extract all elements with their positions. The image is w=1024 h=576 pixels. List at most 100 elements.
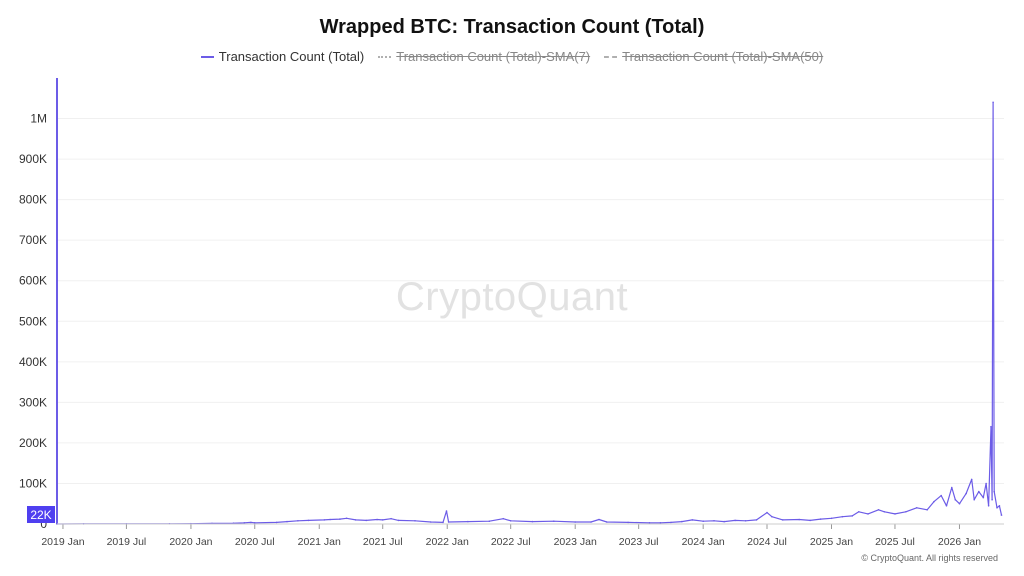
- legend-item-sma7[interactable]: Transaction Count (Total)-SMA(7): [378, 49, 590, 64]
- series-layer: [56, 101, 1003, 525]
- y-tick-label: 0: [40, 517, 47, 531]
- x-tick-label: 2019 Jan: [41, 536, 84, 548]
- data-point: [606, 521, 608, 523]
- data-point: [858, 511, 860, 513]
- watermark: CryptoQuant: [395, 275, 629, 319]
- data-point: [509, 520, 512, 522]
- data-point: [723, 520, 725, 523]
- data-point: [250, 521, 252, 524]
- data-point: [1000, 514, 1003, 516]
- data-point: [307, 519, 310, 522]
- data-point: [809, 519, 811, 522]
- x-tick-label: 2022 Jul: [491, 536, 531, 548]
- data-point: [502, 517, 505, 520]
- data-point: [659, 522, 662, 524]
- data-point: [390, 517, 392, 520]
- data-point: [982, 496, 985, 499]
- y-tick-label: 500K: [19, 314, 47, 328]
- data-point: [590, 521, 592, 523]
- data-point: [830, 517, 833, 520]
- x-tick-label: 2020 Jul: [235, 536, 275, 548]
- series-line-transaction-count: [56, 101, 1003, 525]
- data-point: [996, 507, 998, 509]
- data-point: [365, 519, 368, 522]
- data-point: [397, 519, 400, 522]
- x-tick-label: 2021 Jul: [363, 536, 403, 548]
- data-point: [905, 511, 907, 513]
- x-axis: 2019 Jan 2019 Jul 2020 Jan 2020 Jul 2021 Jan…: [41, 524, 981, 548]
- y-tick-label: 400K: [19, 355, 47, 369]
- data-point: [990, 425, 992, 428]
- legend-label: Transaction Count (Total)-SMA(50): [622, 49, 824, 64]
- y-tick-label: 100K: [19, 476, 47, 490]
- data-point: [771, 515, 773, 518]
- data-point: [430, 521, 432, 523]
- data-point: [323, 519, 326, 521]
- chart-title: Wrapped BTC: Transaction Count (Total): [319, 16, 705, 38]
- y-tick-label: 200K: [19, 436, 47, 450]
- x-tick-label: 2025 Jan: [810, 536, 853, 548]
- data-point: [488, 520, 491, 522]
- data-point: [329, 518, 331, 521]
- legend: Transaction Count (Total) Transaction Co…: [0, 49, 1024, 64]
- data-point: [992, 101, 994, 104]
- data-point: [965, 492, 967, 495]
- data-point: [339, 518, 341, 520]
- data-point: [985, 482, 987, 485]
- data-point: [681, 520, 683, 523]
- legend-swatch-dotted: [378, 55, 392, 58]
- current-value-badge: [27, 506, 55, 523]
- data-point: [951, 486, 953, 489]
- data-point: [275, 521, 278, 524]
- data-point: [627, 521, 629, 524]
- data-point: [713, 520, 715, 522]
- data-point: [766, 511, 768, 514]
- current-value-text: 22K: [30, 508, 51, 522]
- y-tick-label: 1M: [30, 112, 47, 126]
- data-point: [376, 518, 378, 521]
- y-tick-label: 900K: [19, 152, 47, 166]
- data-point: [954, 498, 957, 501]
- data-point: [987, 505, 990, 507]
- data-point: [286, 520, 288, 523]
- y-axis: 0 100K 200K 300K 400K 500K 600K 700K 800K 900K 1M: [19, 112, 47, 531]
- x-tick-label: 2023 Jan: [554, 536, 597, 548]
- data-point: [297, 520, 299, 522]
- data-point: [345, 517, 348, 520]
- y-tick-label: 600K: [19, 274, 47, 288]
- x-tick-label: 2019 Jul: [107, 536, 147, 548]
- y-tick-label: 800K: [19, 193, 47, 207]
- data-point: [442, 521, 444, 524]
- legend-swatch-solid: [200, 55, 214, 58]
- data-point: [993, 490, 995, 493]
- data-point: [978, 490, 980, 493]
- data-point: [867, 513, 869, 515]
- data-point: [553, 520, 555, 522]
- x-tick-label: 2022 Jan: [426, 536, 469, 548]
- data-point: [243, 522, 245, 524]
- current-value-label: 22K: [27, 506, 55, 523]
- data-point: [755, 519, 758, 521]
- data-point: [782, 519, 784, 521]
- legend-item-sma50[interactable]: Transaction Count (Total)-SMA(50): [604, 49, 823, 64]
- data-point: [940, 494, 942, 497]
- data-point: [926, 509, 928, 511]
- data-point: [819, 518, 822, 520]
- data-point: [691, 519, 694, 521]
- data-point: [798, 518, 800, 521]
- legend-item-transaction-count[interactable]: Transaction Count (Total): [200, 49, 365, 64]
- y-tick-label: 300K: [19, 395, 47, 409]
- legend-label: Transaction Count (Total): [218, 49, 365, 64]
- data-point: [381, 519, 384, 521]
- data-point: [598, 518, 600, 521]
- copyright-credit: © CryptoQuant. All rights reserved: [861, 553, 998, 563]
- data-point: [915, 507, 918, 509]
- data-point: [883, 511, 886, 513]
- data-point: [958, 502, 961, 505]
- legend-label: Transaction Count (Total)-SMA(7): [396, 49, 591, 64]
- grid-lines: [57, 118, 1004, 484]
- data-point: [851, 515, 853, 517]
- data-point: [574, 521, 576, 523]
- data-point: [445, 510, 448, 512]
